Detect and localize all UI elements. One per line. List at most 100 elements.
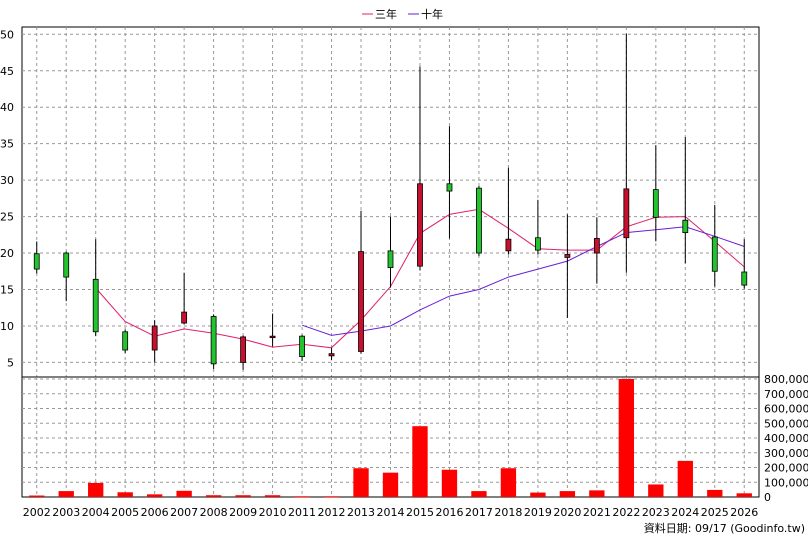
x-tick-label: 2021 [583, 506, 611, 519]
price-tick-label: 10 [0, 320, 14, 333]
volume-bar [382, 472, 399, 497]
candle-body [417, 183, 423, 267]
volume-tick-label: 300,000 [764, 447, 808, 460]
candle-body [505, 238, 512, 252]
candle-body [623, 188, 630, 239]
candle-body [269, 335, 276, 339]
x-tick-label: 2018 [494, 506, 522, 519]
price-tick-label: 20 [0, 247, 14, 260]
x-tick-label: 2002 [23, 506, 51, 519]
ma-line-十年 [301, 226, 745, 336]
x-tick-label: 2003 [52, 506, 80, 519]
volume-bar [648, 484, 664, 497]
volume-tick-label: 500,000 [764, 417, 808, 430]
x-tick-label: 2014 [377, 506, 405, 519]
volume-bar [58, 491, 74, 497]
price-tick-label: 30 [0, 174, 14, 187]
x-tick-label: 2022 [612, 506, 640, 519]
price-tick-label: 50 [0, 28, 14, 41]
volume-bar [264, 495, 281, 497]
volume-tick-label: 400,000 [764, 432, 808, 445]
x-tick-label: 2005 [111, 506, 139, 519]
candle-body [299, 335, 305, 357]
candle-body [181, 311, 188, 324]
volume-bars [29, 379, 752, 498]
candle-body [682, 219, 689, 234]
volume-tick-label: 700,000 [764, 388, 808, 401]
x-tick-label: 2006 [141, 506, 169, 519]
volume-bar [500, 468, 517, 497]
candles [33, 33, 748, 370]
candle-body [328, 353, 335, 357]
candle-body [741, 271, 748, 286]
legend-label-10y: 十年 [421, 7, 443, 21]
x-tick-label: 2011 [288, 506, 316, 519]
volume-bar [412, 426, 428, 497]
legend-label-3y: 三年 [375, 7, 397, 21]
volume-bar [618, 379, 635, 497]
x-tick-label: 2015 [406, 506, 434, 519]
candle-body [652, 189, 659, 218]
candle-body [358, 251, 364, 352]
candle-body [240, 336, 247, 363]
volume-bar [441, 469, 458, 497]
x-tick-label: 2007 [170, 506, 198, 519]
candle-body [535, 237, 541, 251]
price-tick-label: 45 [0, 65, 14, 78]
volume-bar [677, 460, 693, 497]
x-tick-label: 2019 [524, 506, 552, 519]
candle-body [711, 236, 718, 272]
volume-tick-label: 200,000 [764, 462, 808, 475]
volume-bar [471, 491, 487, 497]
price-panel: 5 10 15 20 25 30 35 40 45 50 [0, 26, 760, 378]
x-tick-label: 2004 [82, 506, 110, 519]
x-tick-label: 2008 [200, 506, 228, 519]
candle-body [122, 331, 129, 351]
volume-tick-label: 0 [764, 491, 771, 504]
x-tick-label: 2026 [730, 506, 758, 519]
candle-body [210, 316, 217, 365]
candle-body [476, 187, 482, 254]
price-axis-ticks: 5 10 15 20 25 30 35 40 45 50 [0, 28, 14, 369]
volume-bar [589, 490, 605, 497]
volume-bar [353, 468, 369, 497]
x-tick-label: 2024 [671, 506, 699, 519]
volume-grid [22, 377, 759, 497]
volume-bar [88, 482, 104, 497]
x-axis-ticks: 2002 2003 2004 2005 2006 2007 2008 2009 2010 2011… [23, 506, 759, 519]
legend: 三年 十年 [362, 7, 443, 21]
volume-bar [294, 496, 310, 498]
x-tick-label: 2016 [435, 506, 463, 519]
price-tick-label: 5 [7, 356, 14, 369]
volume-bar [736, 493, 752, 497]
volume-bar [146, 494, 163, 497]
volume-bar [29, 495, 45, 497]
volume-bar [323, 496, 340, 498]
volume-tick-label: 100,000 [764, 476, 808, 489]
volume-bar [559, 491, 576, 497]
x-tick-label: 2010 [259, 506, 287, 519]
price-tick-label: 40 [0, 101, 14, 114]
candle-body [593, 238, 600, 254]
price-tick-label: 15 [0, 284, 14, 297]
candle-body [564, 254, 571, 258]
source-note: 資料日期: 09/17 (Goodinfo.tw) [644, 521, 805, 535]
volume-bar [530, 492, 546, 497]
x-tick-label: 2012 [318, 506, 346, 519]
volume-bar [235, 495, 251, 497]
x-tick-label: 2013 [347, 506, 375, 519]
volume-tick-label: 600,000 [764, 403, 808, 416]
candle-body [92, 278, 99, 333]
volume-tick-label: 800,000 [764, 373, 808, 386]
x-tick-label: 2009 [229, 506, 257, 519]
volume-bar [176, 490, 192, 497]
x-tick-label: 2017 [465, 506, 493, 519]
candle-body [446, 183, 453, 192]
x-tick-label: 2020 [553, 506, 581, 519]
price-tick-label: 35 [0, 138, 14, 151]
volume-bar [205, 495, 222, 497]
candle-body [151, 325, 158, 351]
